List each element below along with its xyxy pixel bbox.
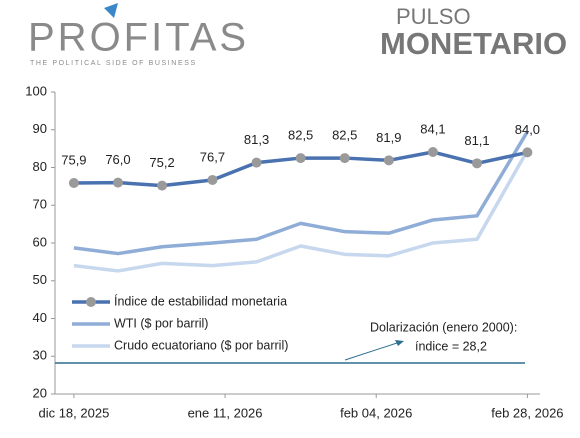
x-tick-label: feb 04, 2026 bbox=[340, 405, 412, 420]
y-tick-label: 100 bbox=[25, 83, 47, 98]
point bbox=[522, 147, 533, 158]
data-label: 81,9 bbox=[376, 130, 401, 145]
product-bottom: MONETARIO bbox=[380, 26, 567, 61]
logo-accent bbox=[104, 3, 118, 18]
y-tick-label: 50 bbox=[33, 272, 47, 287]
arrow-head bbox=[395, 340, 404, 346]
series-line bbox=[73, 130, 529, 256]
data-label: 81,1 bbox=[464, 133, 489, 148]
data-label: 81,3 bbox=[244, 132, 269, 147]
y-tick-label: 30 bbox=[33, 348, 47, 363]
legend-label: Crudo ecuatoriano ($ por barril) bbox=[114, 338, 288, 352]
y-tick-label: 40 bbox=[33, 310, 47, 325]
annotation: índice = 28,2 bbox=[415, 339, 487, 353]
data-label: 76,0 bbox=[105, 152, 130, 167]
x-tick-label: dic 18, 2025 bbox=[38, 405, 109, 420]
data-label: 82,5 bbox=[288, 128, 313, 143]
legend-marker bbox=[86, 297, 96, 307]
point bbox=[157, 180, 168, 191]
y-tick-label: 80 bbox=[33, 159, 47, 174]
data-label: 82,5 bbox=[332, 128, 357, 143]
data-label: 84,1 bbox=[420, 121, 445, 136]
series-line bbox=[73, 149, 529, 273]
data-label: 75,9 bbox=[61, 152, 86, 167]
point bbox=[339, 153, 350, 164]
y-tick-label: 90 bbox=[33, 121, 47, 136]
legend-label: WTI ($ por barril) bbox=[114, 316, 208, 330]
point bbox=[295, 153, 306, 164]
annotation: Dolarización (enero 2000): bbox=[370, 320, 517, 334]
x-tick-label: ene 11, 2026 bbox=[188, 405, 263, 420]
point bbox=[251, 157, 262, 168]
point bbox=[427, 147, 438, 158]
point bbox=[112, 177, 123, 188]
x-tick-label: feb 28, 2026 bbox=[491, 405, 563, 420]
data-label: 75,2 bbox=[149, 155, 174, 170]
point bbox=[207, 174, 218, 185]
annotation-arrow bbox=[344, 341, 401, 361]
legend-label: Índice de estabilidad monetaria bbox=[114, 293, 287, 308]
point bbox=[68, 177, 79, 188]
product-top: PULSO bbox=[396, 4, 471, 29]
brand: PROFITAS bbox=[28, 16, 249, 60]
point bbox=[472, 158, 483, 169]
data-label: 84,0 bbox=[515, 122, 540, 137]
y-tick-label: 20 bbox=[33, 385, 47, 400]
point bbox=[383, 155, 394, 166]
tagline: THE POLITICAL SIDE OF BUSINESS bbox=[30, 60, 197, 67]
data-label: 76,7 bbox=[200, 149, 225, 164]
y-tick-label: 70 bbox=[33, 197, 47, 212]
y-tick-label: 60 bbox=[33, 234, 47, 249]
